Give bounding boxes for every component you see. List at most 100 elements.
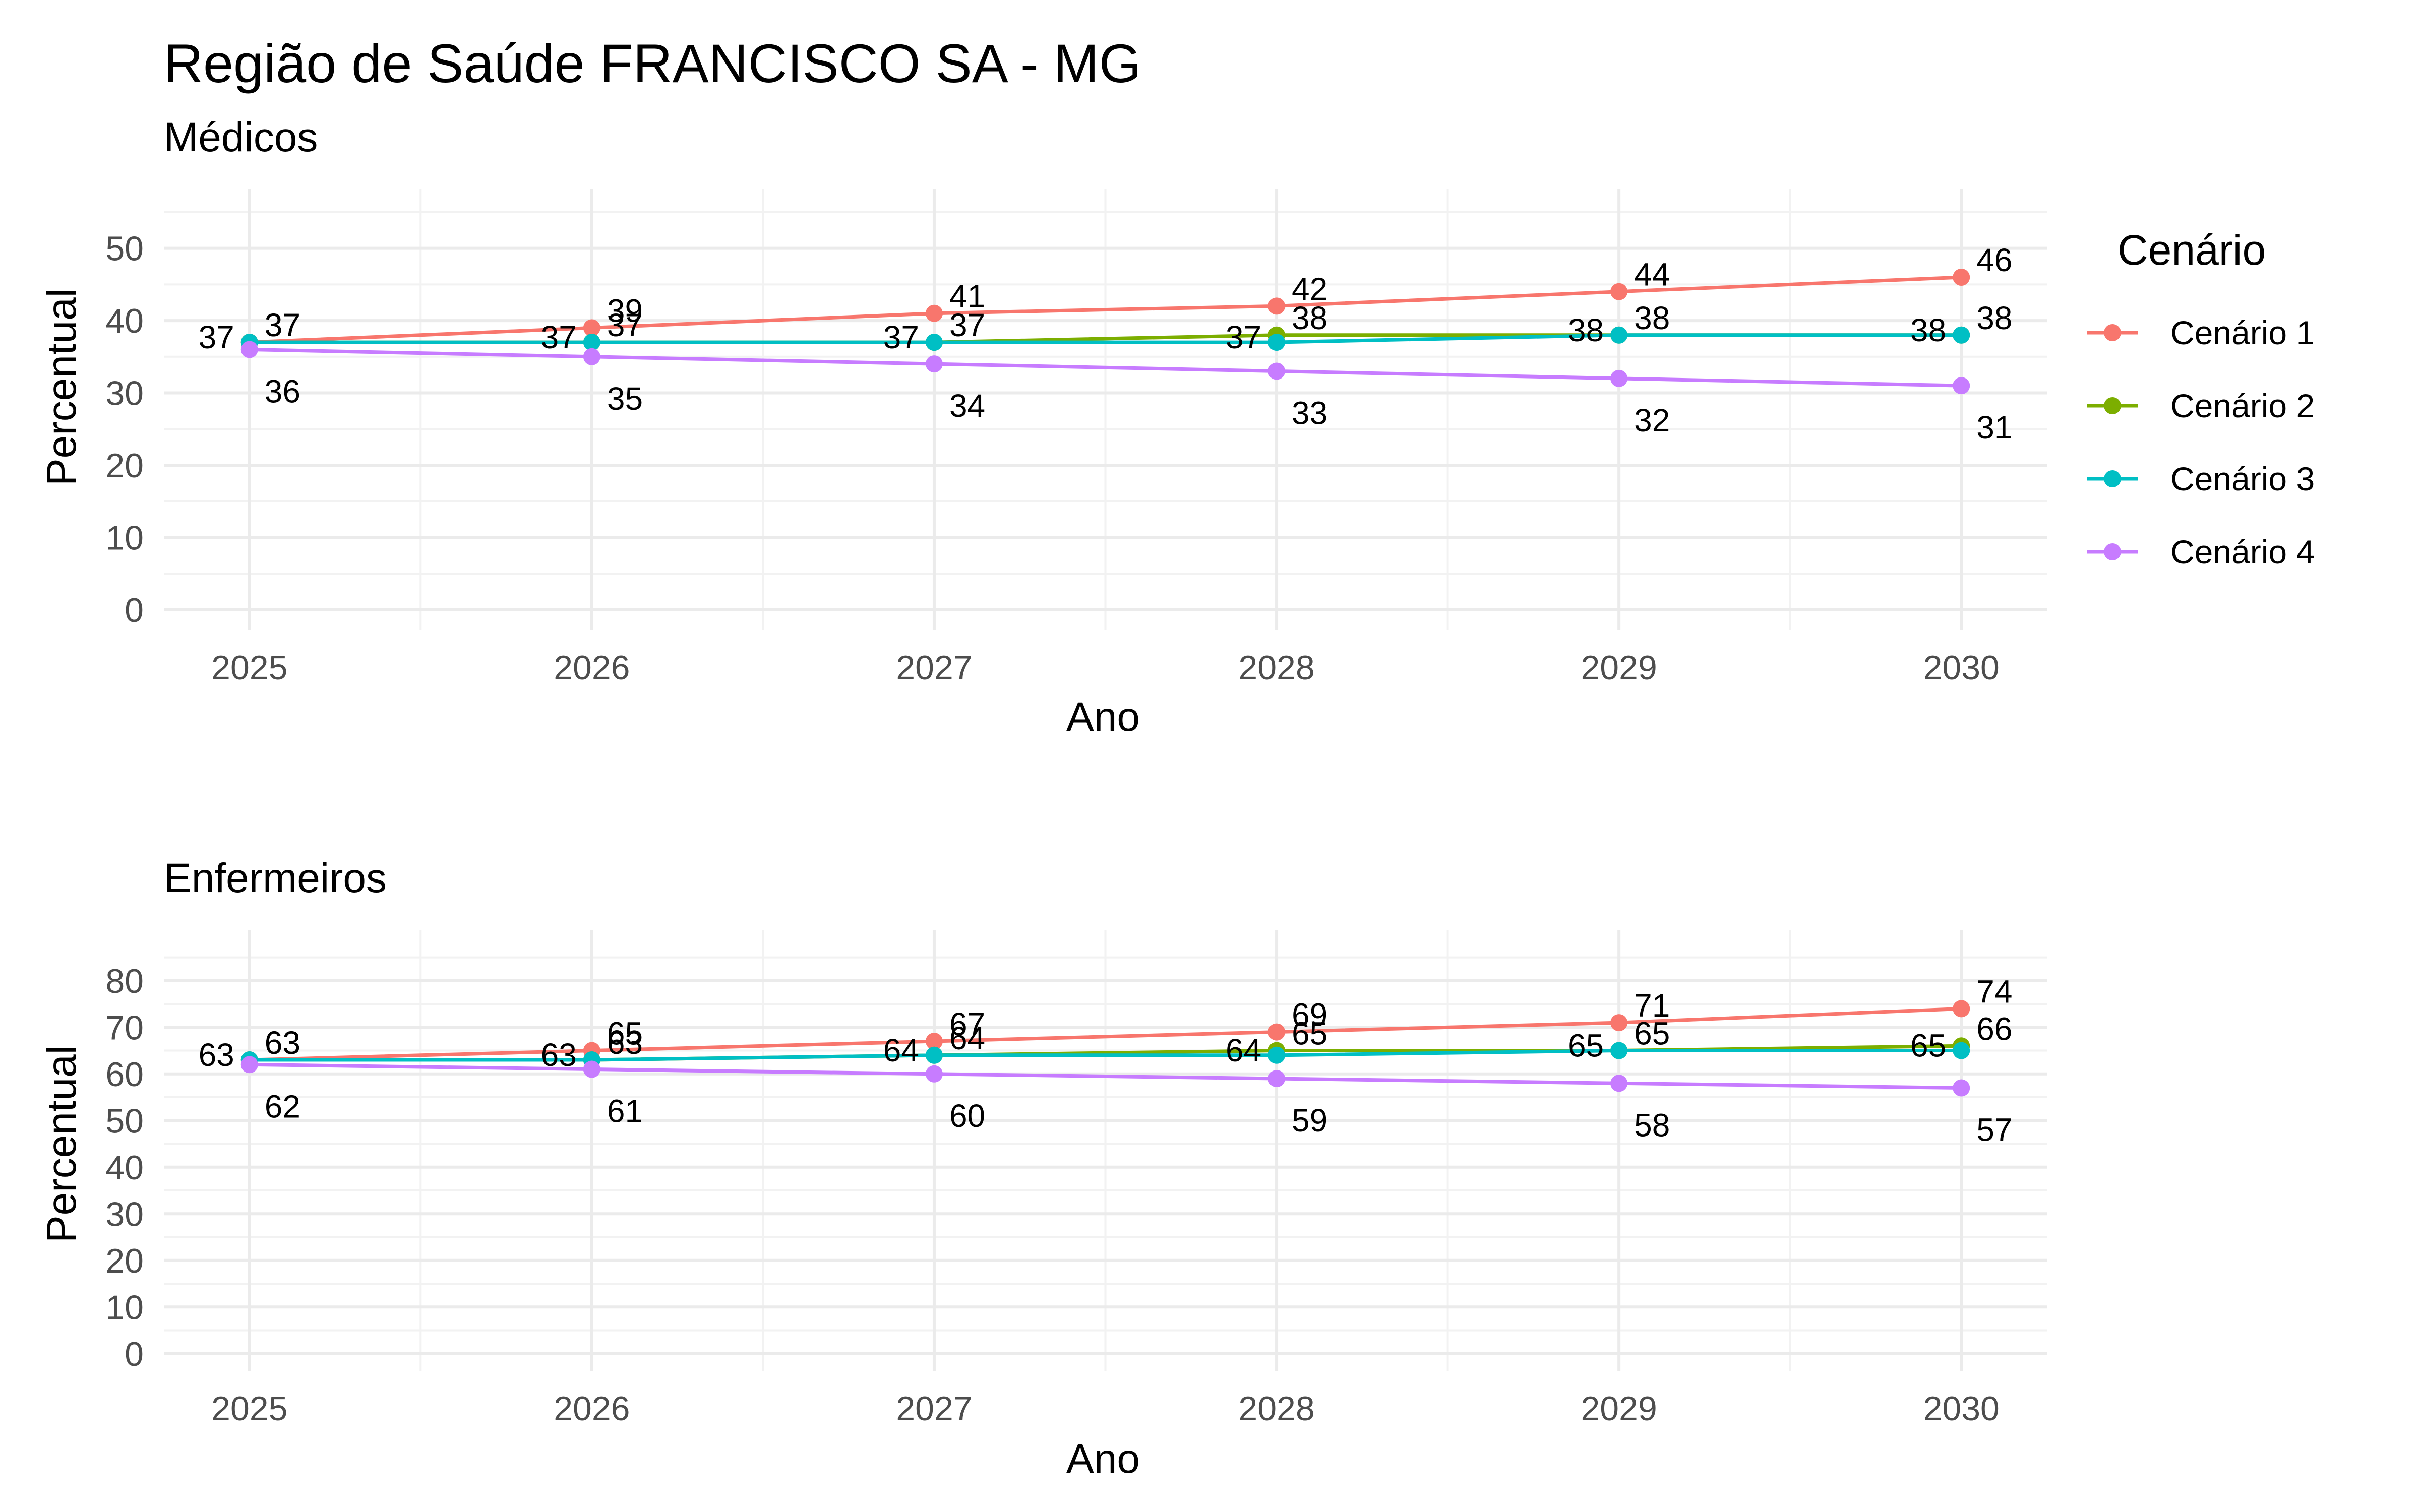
y-axis-title: Percentual bbox=[39, 1045, 85, 1243]
data-label-cenario-2: 37 bbox=[265, 307, 300, 343]
x-tick-label: 2028 bbox=[1238, 649, 1314, 687]
data-label-cenario-1: 71 bbox=[1634, 987, 1670, 1024]
data-label-cenario-1: 42 bbox=[1292, 271, 1327, 307]
data-label-cenario-1: 37 bbox=[265, 307, 300, 343]
panel-subtitle: Médicos bbox=[164, 114, 318, 160]
data-label-cenario-4: 32 bbox=[1634, 402, 1670, 438]
x-tick-label: 2027 bbox=[896, 1390, 972, 1428]
y-tick-label: 40 bbox=[105, 302, 144, 340]
data-point-cenario-4 bbox=[1268, 362, 1286, 380]
data-label-cenario-4: 60 bbox=[949, 1098, 985, 1134]
y-tick-label: 20 bbox=[105, 447, 144, 485]
x-axis-title: Ano bbox=[1066, 694, 1140, 740]
x-axis-title: Ano bbox=[1066, 1436, 1140, 1482]
data-point-cenario-3 bbox=[1268, 1046, 1286, 1064]
series-line-cenario-1 bbox=[249, 275, 1962, 344]
data-label-cenario-2: 66 bbox=[1976, 1011, 2012, 1047]
data-point-cenario-4 bbox=[1953, 377, 1970, 395]
data-point-cenario-4 bbox=[1610, 1075, 1628, 1092]
data-label-cenario-2: 65 bbox=[1292, 1016, 1327, 1052]
y-tick-label: 0 bbox=[125, 591, 144, 629]
data-label-cenario-1: 46 bbox=[1976, 242, 2012, 278]
data-label-cenario-4: 35 bbox=[607, 381, 643, 417]
legend-key-point bbox=[2104, 470, 2121, 487]
x-tick-label: 2026 bbox=[554, 649, 630, 687]
chart-title: Região de Saúde FRANCISCO SA - MG bbox=[164, 33, 1141, 94]
data-label-cenario-3: 37 bbox=[1226, 319, 1261, 355]
data-label-cenario-4: 57 bbox=[1976, 1112, 2012, 1148]
data-label-cenario-1: 41 bbox=[949, 278, 985, 314]
data-point-cenario-4 bbox=[240, 1056, 258, 1074]
data-point-cenario-4 bbox=[583, 1060, 600, 1078]
data-label-cenario-2: 63 bbox=[607, 1025, 643, 1061]
data-label-cenario-3: 37 bbox=[541, 319, 577, 355]
data-label-cenario-2: 37 bbox=[949, 307, 985, 343]
data-label-cenario-4: 36 bbox=[265, 373, 300, 409]
legend-items: Cenário 1 Cenário 2 Cenário 3 Cenário 4 bbox=[2087, 314, 2315, 571]
x-tick-label: 2027 bbox=[896, 649, 972, 687]
x-tick-label: 2029 bbox=[1581, 649, 1657, 687]
legend-label: Cenário 4 bbox=[2170, 533, 2315, 571]
data-label-cenario-1: 67 bbox=[949, 1006, 985, 1042]
data-point-cenario-3 bbox=[1610, 1042, 1628, 1059]
data-label-cenario-3: 38 bbox=[1910, 312, 1946, 348]
y-tick-label: 80 bbox=[105, 962, 144, 1000]
data-label-cenario-3: 63 bbox=[541, 1037, 577, 1073]
data-label-cenario-2: 65 bbox=[1634, 1016, 1670, 1052]
data-point-cenario-1 bbox=[1610, 1014, 1628, 1032]
data-point-cenario-3 bbox=[925, 1046, 943, 1064]
series-line-cenario-4 bbox=[249, 1062, 1962, 1090]
data-label-cenario-4: 61 bbox=[607, 1093, 643, 1129]
y-tick-label: 30 bbox=[105, 374, 144, 413]
data-label-cenario-3: 63 bbox=[199, 1037, 234, 1073]
y-tick-label: 70 bbox=[105, 1009, 144, 1047]
panel-subtitle: Enfermeiros bbox=[164, 855, 387, 901]
data-point-cenario-4 bbox=[925, 1065, 943, 1083]
data-label-cenario-3: 37 bbox=[199, 319, 234, 355]
data-label-cenario-2: 38 bbox=[1976, 300, 2012, 336]
data-point-cenario-4 bbox=[1610, 369, 1628, 387]
y-tick-label: 10 bbox=[105, 519, 144, 557]
data-label-cenario-4: 58 bbox=[1634, 1107, 1670, 1143]
data-point-cenario-4 bbox=[240, 341, 258, 358]
y-axis-ticks: 0 10 20 30 40 50 bbox=[105, 230, 144, 629]
x-axis-ticks: 2025 2026 2027 2028 2029 2030 bbox=[211, 1390, 2000, 1428]
legend-key-point bbox=[2104, 397, 2121, 414]
x-tick-label: 2025 bbox=[211, 1390, 287, 1428]
data-label-cenario-2: 37 bbox=[607, 307, 643, 343]
y-tick-label: 60 bbox=[105, 1055, 144, 1094]
x-tick-label: 2028 bbox=[1238, 1390, 1314, 1428]
data-point-cenario-1 bbox=[1268, 1023, 1286, 1041]
series-line-cenario-3 bbox=[249, 1049, 1962, 1062]
data-point-cenario-4 bbox=[1953, 1079, 1970, 1097]
data-point-cenario-4 bbox=[1268, 1070, 1286, 1088]
data-label-cenario-3: 38 bbox=[1568, 312, 1604, 348]
series-points bbox=[240, 1000, 1970, 1097]
data-label-cenario-1: 63 bbox=[265, 1025, 300, 1061]
data-point-cenario-1 bbox=[1953, 269, 1970, 286]
legend-title: Cenário bbox=[2118, 226, 2266, 274]
legend-label: Cenário 1 bbox=[2170, 314, 2315, 351]
data-point-cenario-4 bbox=[925, 355, 943, 373]
series-lines bbox=[249, 1006, 1962, 1090]
y-tick-label: 40 bbox=[105, 1149, 144, 1187]
y-tick-label: 10 bbox=[105, 1288, 144, 1327]
data-point-cenario-3 bbox=[1953, 326, 1970, 344]
x-tick-label: 2030 bbox=[1923, 1390, 2000, 1428]
legend-key-point bbox=[2104, 543, 2121, 560]
data-label-cenario-4: 33 bbox=[1292, 395, 1327, 431]
legend-key-point bbox=[2104, 324, 2121, 341]
data-label-cenario-1: 44 bbox=[1634, 257, 1670, 293]
data-label-cenario-3: 65 bbox=[1568, 1028, 1604, 1064]
y-axis-title: Percentual bbox=[39, 288, 85, 486]
data-point-cenario-1 bbox=[925, 1033, 943, 1050]
data-point-cenario-1 bbox=[925, 304, 943, 322]
data-label-cenario-4: 62 bbox=[265, 1088, 300, 1124]
data-label-cenario-2: 38 bbox=[1292, 300, 1327, 336]
